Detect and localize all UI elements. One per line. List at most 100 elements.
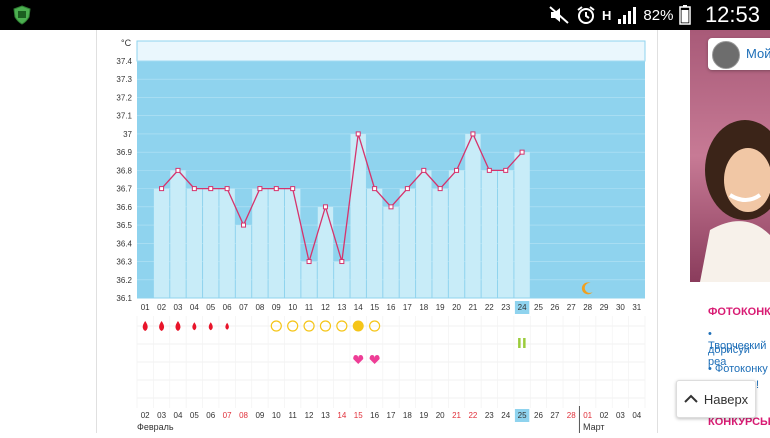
y-tick-label: 36.2 [116,276,132,285]
profile-chip[interactable]: Мой [708,38,770,70]
y-tick-label: 36.1 [116,294,132,303]
y-tick-label: 36.3 [116,258,132,267]
day-label: 13 [337,303,346,312]
y-tick-label: 37.3 [116,75,132,84]
date-label: 20 [436,411,445,420]
moon-icon [581,282,593,295]
temperature-bar [186,188,203,298]
day-label: 22 [485,303,494,312]
temperature-bar [203,188,219,298]
date-highlight [514,409,530,422]
link-photocontest-2[interactable]: ! [756,379,760,391]
temperature-bar [235,225,252,298]
date-label: 28 [567,411,576,420]
y-tick-label: 36.5 [116,221,132,230]
day-label: 24 [518,303,527,312]
menstruation-drop-icon [142,321,148,331]
day-label: 09 [272,303,281,312]
menstruation-drop-icon [208,322,213,331]
temperature-point [306,259,312,265]
date-label: 09 [255,411,264,420]
day-label: 21 [468,303,477,312]
day-label: 16 [387,303,396,312]
y-tick-label: 37.4 [116,57,132,66]
link-creative-2[interactable]: дорисуй реа [708,344,750,368]
date-label: 07 [223,411,232,420]
temperature-point [175,167,181,173]
date-label: 02 [600,411,609,420]
date-label: 01 [583,411,592,420]
temperature-bar [399,188,416,298]
temperature-bar [465,133,481,298]
temperature-point [421,167,427,173]
y-tick-label: 37 [123,130,132,139]
y-tick-label: 37.2 [116,93,132,102]
date-label: 24 [501,411,510,420]
day-label: 18 [419,303,428,312]
temperature-bar [170,170,186,298]
pill-icon [523,338,526,348]
temperature-point [437,186,443,192]
date-label: 18 [403,411,412,420]
day-label: 20 [452,303,461,312]
menstruation-drop-icon [225,322,229,330]
menstruation-drop-icon [192,322,197,331]
sun-outline-icon [303,320,315,332]
link-creative[interactable]: • Творческий [708,328,767,352]
bbt-chart: 37.4 37.3 37.2 37.1 37 36.9 36.8 36.7 36.6 36.5 36… [116,38,646,433]
temperature-bar [317,206,334,298]
temperature-bar [366,188,383,298]
temperature-bar [284,188,301,298]
plot-top-band [136,40,646,62]
network-h-icon: H [602,7,612,23]
sun-outline-icon [319,320,332,332]
status-bar: H 82% 12:53 [0,0,770,30]
day-label: 03 [174,303,183,312]
day-label: 12 [321,303,330,312]
avatar [712,41,740,69]
link-photocontest[interactable]: • Фотоконку [708,363,768,375]
day-label: 08 [255,303,264,312]
day-label: 26 [550,303,559,312]
date-label: 15 [354,411,363,420]
temperature-point [388,204,394,210]
temperature-point [191,186,197,192]
temperature-point [208,186,214,192]
clock: 12:53 [704,2,760,27]
temperature-bar [481,170,498,298]
date-label: 03 [616,411,625,420]
day-label: 10 [288,303,297,312]
sun-filled-icon [352,320,364,332]
date-label: 02 [141,411,150,420]
temperature-point [372,186,378,192]
temperature-point [519,149,525,155]
pill-icon [518,338,521,348]
temperature-bar [268,188,284,298]
date-label: 06 [206,411,215,420]
app-shield-icon [13,5,31,25]
date-label: 19 [419,411,428,420]
day-label: 30 [616,303,625,312]
back-to-top-button[interactable]: Наверх [676,380,756,418]
date-label: 26 [534,411,543,420]
date-label: 27 [550,411,559,420]
section-title-photocontest[interactable]: ФОТОКОНКУ [708,306,770,318]
temperature-bar [219,188,235,298]
day-label: 14 [354,303,363,312]
alarm-icon [577,6,595,24]
section-title-contests[interactable]: КОНКУРСЫ [708,416,770,428]
temperature-point [486,167,492,173]
temperature-chart-panel: 37.4 37.3 37.2 37.1 37 36.9 36.8 36.7 36.6 36.5 36… [96,30,658,433]
day-label: 06 [223,303,232,312]
temperature-point [322,204,328,210]
day-label: 05 [206,303,215,312]
menstruation-drop-icon [159,321,165,331]
date-label: 11 [289,411,298,420]
temperature-bar [432,188,448,298]
battery-icon [679,5,692,25]
menstruation-drop-icon [175,321,181,331]
back-to-top-label: Наверх [703,391,749,407]
temperature-bar [350,133,366,298]
temperature-point [355,131,361,137]
temperature-bar [334,261,350,298]
